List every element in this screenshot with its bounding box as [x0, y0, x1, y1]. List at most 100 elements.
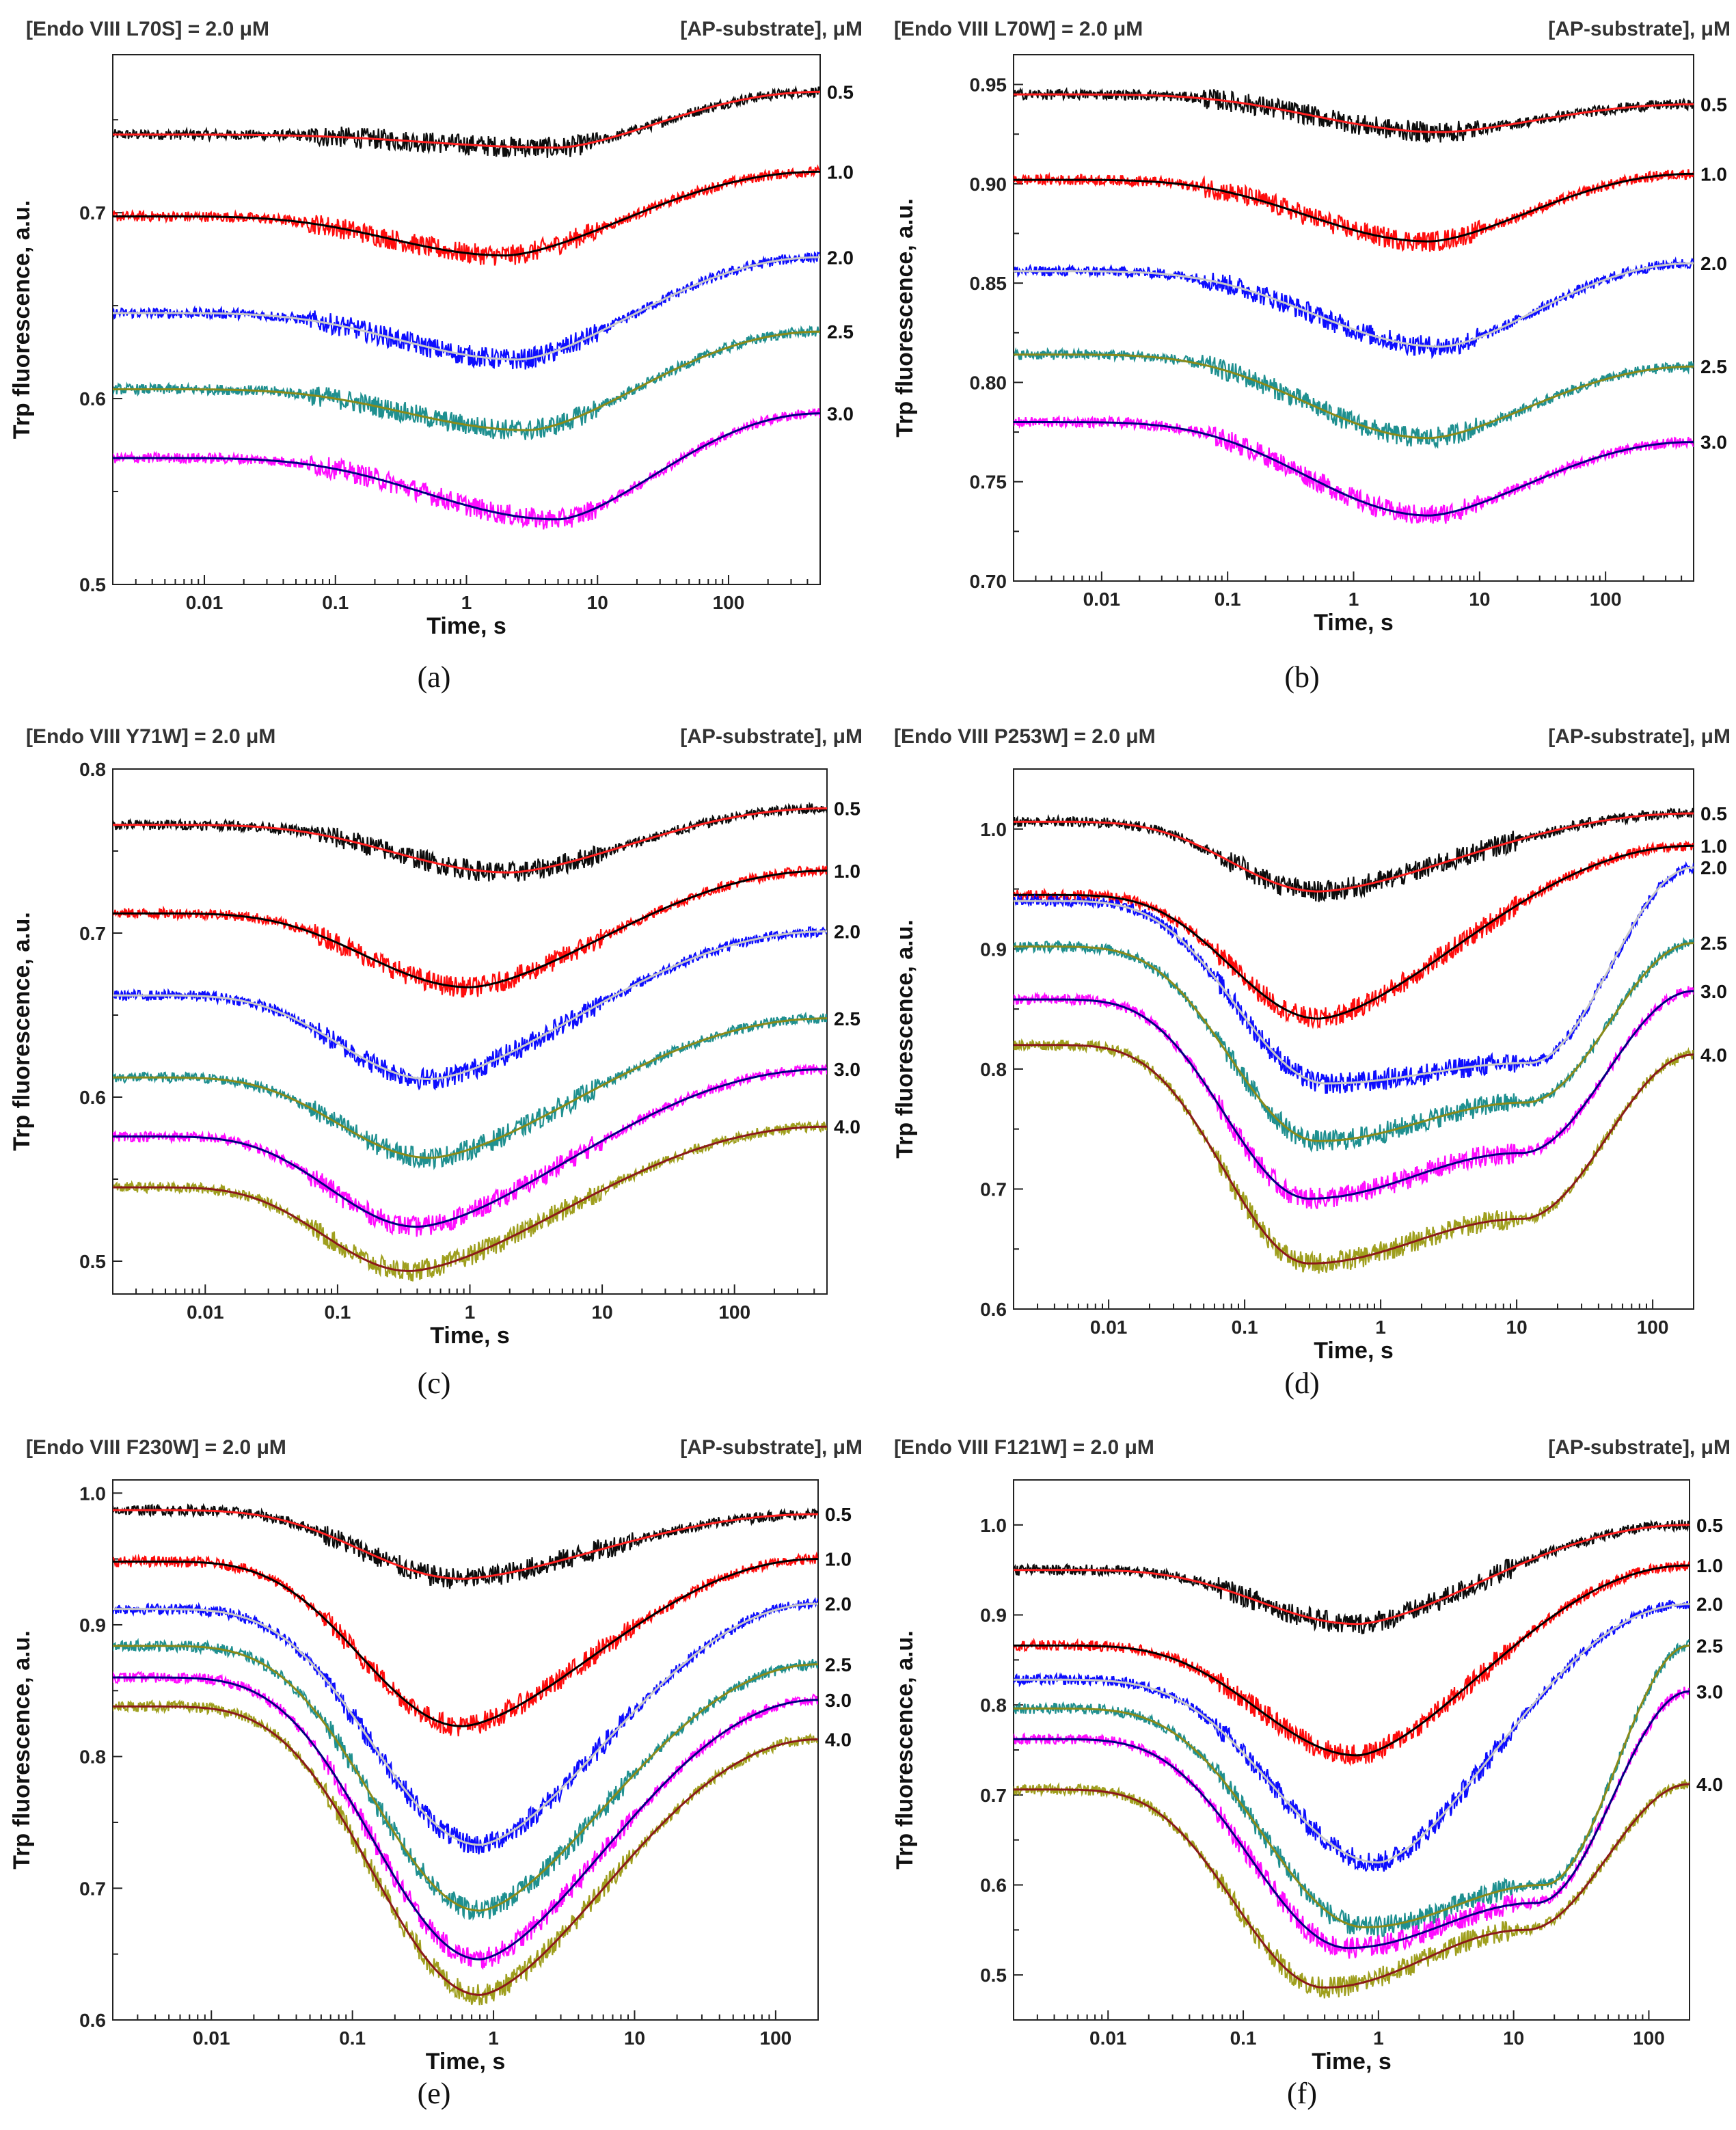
x-tick-label: 100 [1590, 589, 1622, 610]
concentration-label: 2.0 [1700, 857, 1727, 878]
data-trace-0.5 [113, 1502, 818, 1589]
concentration-label: 4.0 [834, 1116, 860, 1137]
fit-curve-0.5 [113, 1509, 818, 1580]
data-trace-1.0 [113, 865, 827, 998]
chart-title: [Endo VIII L70S] = 2.0 μM [26, 18, 269, 40]
concentration-label: 4.0 [825, 1729, 852, 1751]
concentration-label: 2.5 [1696, 1635, 1723, 1656]
concentration-label: 3.0 [827, 403, 854, 424]
data-trace-0.5 [1014, 1519, 1690, 1634]
x-tick-label: 10 [1503, 2027, 1524, 2049]
data-trace-2.5 [1014, 1639, 1690, 1937]
x-tick-label: 0.01 [1089, 2027, 1127, 2049]
fit-curve-2.5 [1014, 353, 1694, 440]
x-tick-label: 0.01 [193, 2027, 230, 2049]
data-trace-0.5 [1014, 87, 1694, 144]
x-tick-label: 10 [624, 2027, 645, 2049]
concentration-label: 2.0 [825, 1593, 852, 1615]
y-tick-label: 0.8 [980, 1059, 1007, 1080]
x-tick-label: 1 [1348, 589, 1359, 610]
x-tick-label: 1 [465, 1302, 476, 1323]
concentration-label: 4.0 [1700, 1044, 1727, 1066]
concentration-label: 2.5 [1700, 933, 1727, 954]
concentration-label: 0.5 [827, 81, 854, 103]
concentration-label: 1.0 [1700, 163, 1727, 185]
chart-c: [Endo VIII Y71W] = 2.0 μM [AP-substrate],… [9, 725, 863, 1400]
plot-frame [112, 1479, 819, 2021]
y-axis-label: Trp fluorescence, a.u. [892, 919, 918, 1159]
y-tick-label: 0.5 [79, 574, 106, 595]
chart-e: [Endo VIII F230W] = 2.0 μM [AP-substrate]… [9, 1436, 863, 2110]
fit-curve-4.0 [113, 1125, 827, 1272]
plot-frame [112, 768, 828, 1295]
fit-curve-0.5 [113, 807, 827, 874]
concentration-label: 2.0 [1700, 253, 1727, 274]
fit-curve-0.5 [1014, 93, 1694, 133]
panel-label: (b) [1284, 660, 1319, 694]
x-tick-label: 0.01 [1090, 1317, 1128, 1338]
y-tick-label: 0.75 [970, 472, 1007, 493]
x-tick-label: 10 [1506, 1317, 1528, 1338]
y-tick-label: 1.0 [980, 819, 1007, 840]
y-tick-label: 0.6 [79, 388, 106, 409]
concentration-label: 2.0 [834, 921, 860, 943]
fit-curve-3.0 [1014, 1690, 1690, 1950]
x-tick-label: 1 [1375, 1317, 1386, 1338]
data-trace-1.0 [1014, 169, 1694, 252]
fit-curve-3.0 [113, 412, 820, 521]
data-trace-2.5 [113, 325, 820, 440]
data-trace-3.0 [1014, 1686, 1690, 1959]
y-tick-label: 0.7 [79, 202, 106, 224]
chart-title: [Endo VIII F230W] = 2.0 μM [26, 1436, 286, 1459]
fit-curve-2.0 [1014, 866, 1694, 1085]
concentration-label: 2.0 [827, 247, 854, 268]
fit-curve-1.0 [1014, 172, 1694, 243]
x-tick-label: 0.01 [187, 1302, 224, 1323]
y-tick-label: 0.7 [980, 1178, 1007, 1200]
chart-title: [Endo VIII P253W] = 2.0 μM [894, 725, 1156, 748]
plot-frame [1013, 54, 1694, 582]
y-axis-label: Trp fluorescence, a.u. [9, 1630, 35, 1870]
data-trace-4.0 [1014, 1038, 1694, 1274]
y-tick-label: 1.0 [79, 1483, 106, 1504]
x-axis-label: Time, s [426, 613, 506, 639]
y-tick-label: 0.80 [970, 372, 1007, 393]
x-tick-label: 10 [592, 1302, 613, 1323]
x-tick-label: 100 [713, 592, 745, 613]
data-trace-2.0 [1014, 1600, 1690, 1872]
y-tick-label: 0.7 [980, 1785, 1007, 1806]
x-tick-label: 0.1 [324, 1302, 351, 1323]
concentration-label: 2.5 [1700, 356, 1727, 377]
panel-label: (d) [1284, 1366, 1319, 1400]
data-trace-3.0 [113, 1671, 818, 1970]
fit-curve-3.0 [113, 1676, 818, 1960]
y-tick-label: 0.8 [79, 1747, 106, 1768]
data-trace-2.0 [113, 1597, 818, 1855]
concentration-label: 0.5 [834, 798, 860, 820]
x-tick-label: 10 [1469, 589, 1490, 610]
panel-label: (c) [418, 1366, 451, 1400]
chart-a: [Endo VIII L70S] = 2.0 μM [AP-substrate],… [9, 18, 863, 694]
concentration-label: 0.5 [825, 1504, 852, 1525]
concentration-label: 1.0 [834, 861, 860, 882]
concentration-label: 1.0 [1696, 1555, 1723, 1576]
y-axis-label: Trp fluorescence, a.u. [892, 198, 918, 437]
concentration-label: 1.0 [1700, 835, 1727, 857]
data-trace-3.0 [1014, 986, 1694, 1209]
y-axis-label: Trp fluorescence, a.u. [9, 912, 35, 1151]
data-trace-1.0 [1014, 1560, 1690, 1767]
data-trace-4.0 [1014, 1779, 1690, 1999]
x-tick-label: 0.1 [1215, 589, 1241, 610]
x-axis-label: Time, s [1312, 2049, 1392, 2075]
data-trace-2.0 [113, 251, 820, 370]
fit-curve-4.0 [1014, 1783, 1690, 1989]
fit-curve-0.5 [113, 90, 820, 149]
y-axis-label: Trp fluorescence, a.u. [9, 200, 35, 440]
fit-curve-2.0 [1014, 1603, 1690, 1864]
concentration-label: 1.0 [827, 161, 854, 183]
fit-curve-3.0 [113, 1068, 827, 1228]
legend-title: [AP-substrate], μM [680, 1436, 863, 1459]
fit-curve-2.5 [113, 1017, 827, 1159]
series-group [1014, 807, 1694, 1274]
y-tick-label: 0.8 [79, 759, 106, 780]
